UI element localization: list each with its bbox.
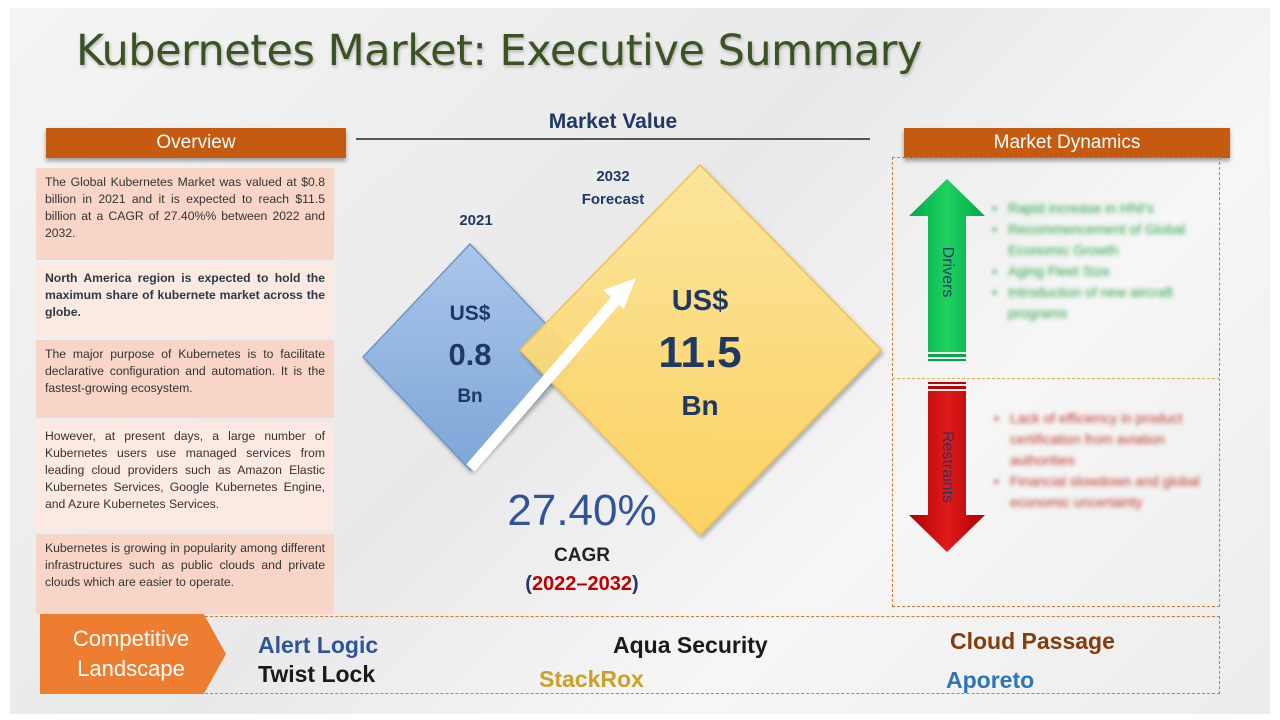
- value-2021-currency: US$: [449, 302, 491, 325]
- forecast-label: Forecast: [581, 191, 645, 208]
- drivers-arrow: [909, 179, 985, 352]
- cagr-label: CAGR: [554, 545, 610, 566]
- market-value-underline: [356, 138, 870, 140]
- overview-paragraph-2: North America region is expected to hold…: [36, 264, 334, 336]
- drivers-list: Rapid increase in HNI's Recommencement o…: [992, 198, 1202, 324]
- restraint-item: Financial slowdown and global economic u…: [994, 471, 1204, 513]
- driver-item: Recommencement of Global Economic Growth: [992, 219, 1202, 261]
- competitive-landscape-label: Competitive Landscape: [56, 624, 206, 684]
- restraints-list: Lack of efficiency in product certificat…: [994, 408, 1204, 513]
- market-dynamics-header: Market Dynamics: [904, 128, 1230, 158]
- company-aporeto: Aporeto: [946, 667, 1035, 693]
- restraints-label: Restraints: [939, 430, 956, 504]
- page-title: Kubernetes Market: Executive Summary: [76, 26, 922, 76]
- value-2032-unit: Bn: [681, 390, 719, 421]
- company-stackrox: StackRox: [539, 666, 644, 692]
- growth-arrow-shaft: [466, 292, 624, 472]
- restraints-arrow: [909, 391, 985, 552]
- cagr-period: (2022–2032): [525, 573, 639, 595]
- competitive-label-line-2: Landscape: [77, 656, 185, 681]
- company-alert-logic: Alert Logic: [258, 632, 379, 658]
- company-cloud-passage: Cloud Passage: [950, 628, 1115, 654]
- restraint-item: Lack of efficiency in product certificat…: [994, 408, 1204, 471]
- driver-item: Introduction of new aircraft programs: [992, 282, 1202, 324]
- company-twist-lock: Twist Lock: [258, 661, 376, 687]
- value-2032-currency: US$: [671, 285, 729, 317]
- cagr-value: 27.40%: [507, 486, 657, 535]
- company-aqua-security: Aqua Security: [613, 632, 768, 658]
- overview-paragraph-3: The major purpose of Kubernetes is to fa…: [36, 340, 334, 418]
- competitive-landscape-arrow: [40, 614, 226, 694]
- driver-item: Aging Fleet Size: [992, 261, 1202, 282]
- diamond-2032: [518, 163, 883, 537]
- overview-paragraph-1: The Global Kubernetes Market was valued …: [36, 168, 334, 260]
- competitive-label-line-1: Competitive: [72, 626, 190, 651]
- driver-item: Rapid increase in HNI's: [992, 198, 1202, 219]
- value-2021-unit: Bn: [457, 386, 483, 407]
- market-dynamics-frame: [892, 157, 1220, 607]
- year-2032-label: 2032: [596, 168, 630, 185]
- value-2021-number: 0.8: [448, 337, 492, 372]
- year-2021-label: 2021: [459, 212, 493, 229]
- market-value-title: Market Value: [548, 110, 678, 133]
- drivers-label: Drivers: [939, 246, 956, 298]
- overview-header: Overview: [46, 128, 346, 158]
- growth-arrow-head: [603, 278, 636, 309]
- market-dynamics-divider: [892, 378, 1220, 379]
- overview-paragraph-4: However, at present days, a large number…: [36, 422, 334, 530]
- overview-paragraph-5: Kubernetes is growing in popularity amon…: [36, 534, 334, 614]
- value-2032-number: 11.5: [658, 328, 742, 377]
